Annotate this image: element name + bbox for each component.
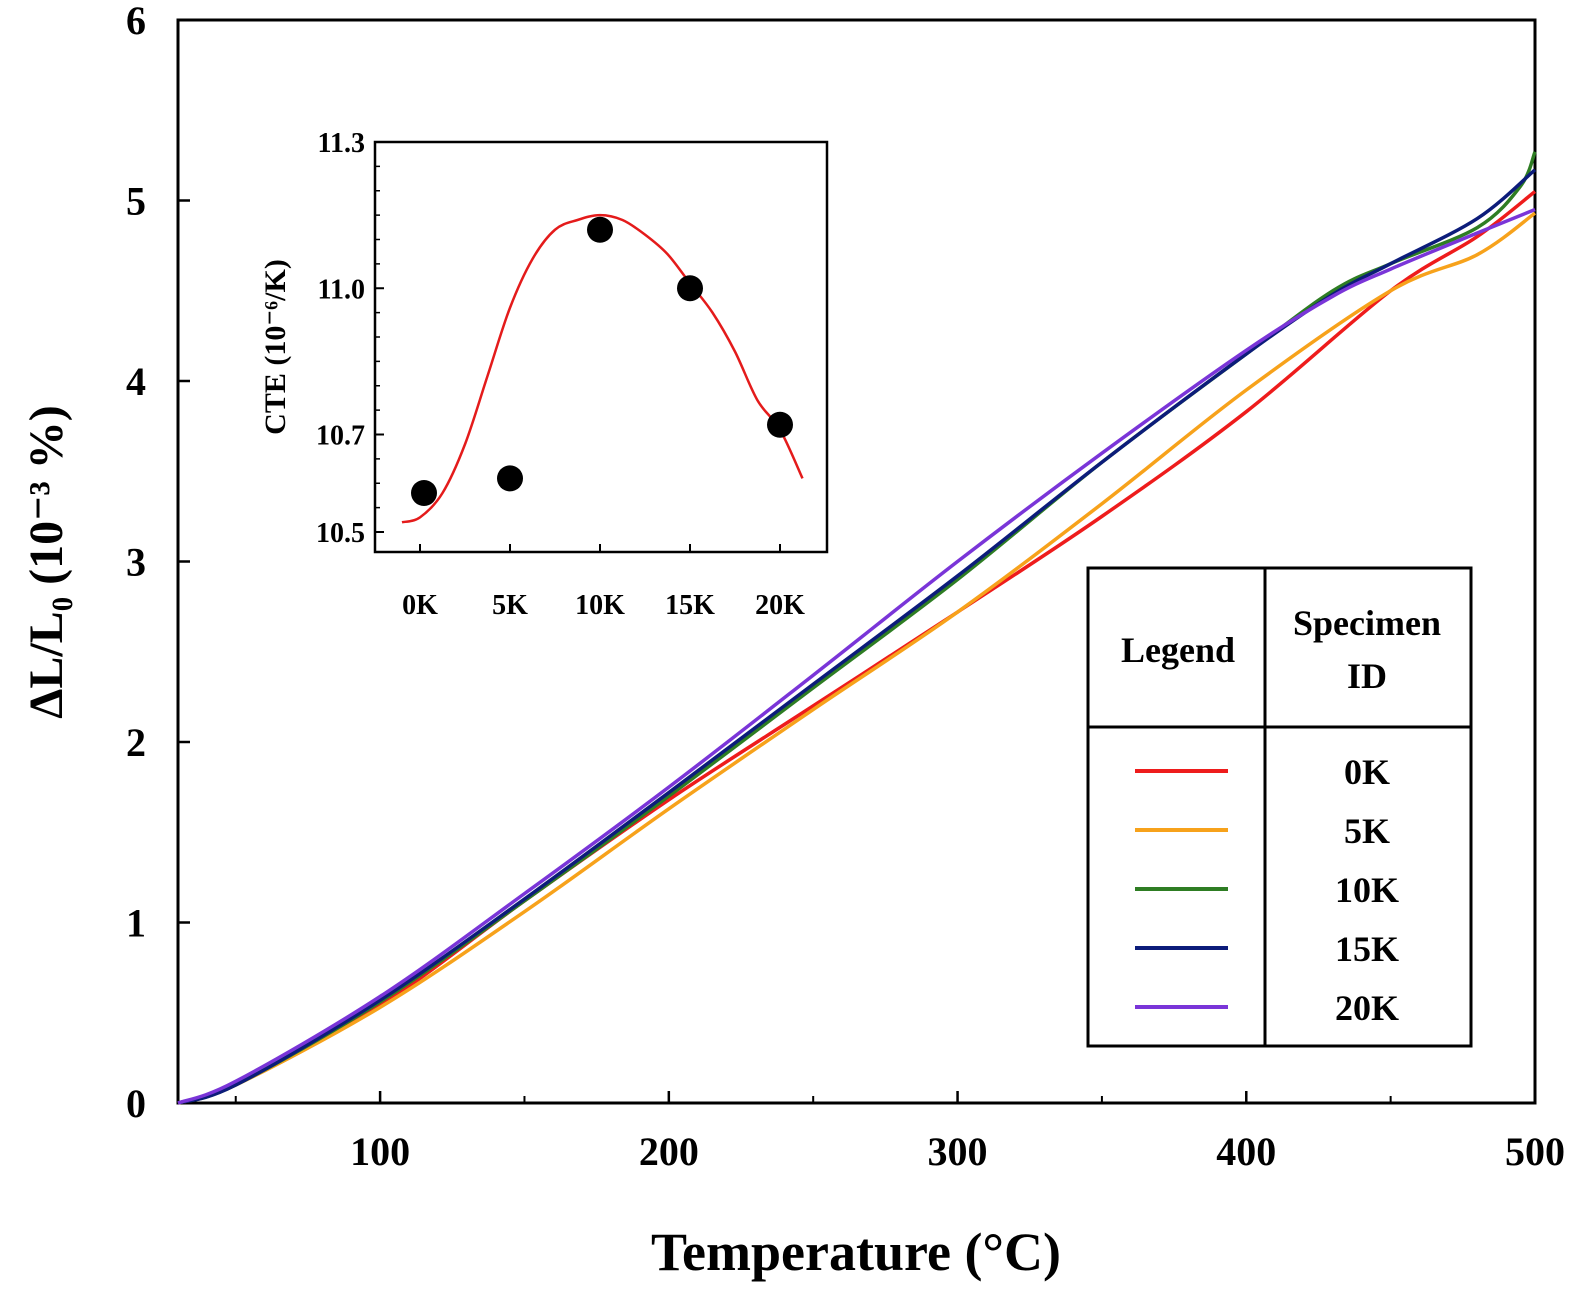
main-y-tick-label: 6 [126, 0, 146, 43]
main-y-tick-label: 2 [126, 720, 146, 765]
main-y-tick-label: 1 [126, 901, 146, 946]
main-x-tick-label: 400 [1216, 1129, 1276, 1174]
inset-point-5k [497, 465, 523, 492]
main-y-tick-label: 5 [126, 179, 146, 224]
inset-y-tick-label: 10.7 [316, 421, 365, 452]
legend-header-specimen: Specimen [1293, 603, 1441, 643]
inset-x-tick-label: 5K [492, 590, 528, 621]
main-y-tick-label: 3 [126, 540, 146, 585]
inset-axes: 10.5 10.7 11.0 11.3 0K 5K 10K 15K 20K [316, 128, 805, 621]
legend-rows: 0K 5K 10K 15K 20K [1135, 752, 1399, 1028]
main-axes: 100 200 300 400 500 0 1 2 3 4 5 6 [126, 0, 1565, 1174]
main-y-tick-label: 0 [126, 1081, 146, 1126]
inset-x-tick-label: 15K [665, 590, 715, 621]
legend-label-5k: 5K [1344, 811, 1390, 851]
inset-point-15k [677, 275, 703, 302]
inset-point-20k [767, 411, 793, 438]
inset-point-10k [587, 216, 613, 243]
series-line-5k [177, 211, 1537, 1105]
main-y-axis-title: ΔL/L₀ (10⁻³ %) [20, 405, 73, 719]
inset-points-group [411, 216, 793, 506]
main-series-group [177, 151, 1537, 1105]
legend-header-legend: Legend [1121, 630, 1235, 670]
inset-plot-frame [373, 140, 829, 554]
series-line-15k [177, 168, 1537, 1105]
main-x-axis-title: Temperature (°C) [651, 1222, 1061, 1282]
series-line-0k [177, 190, 1537, 1105]
legend-label-0k: 0K [1344, 752, 1390, 792]
inset-chart: 10.5 10.7 11.0 11.3 0K 5K 10K 15K 20K CTE (10⁻⁶/… [259, 128, 829, 621]
main-x-tick-label: 300 [928, 1129, 988, 1174]
legend-label-20k: 20K [1335, 988, 1399, 1028]
main-x-tick-label: 100 [350, 1129, 410, 1174]
legend-frame [1086, 566, 1473, 1048]
inset-x-tick-label: 0K [402, 590, 438, 621]
legend-label-15k: 15K [1335, 929, 1399, 969]
inset-fit-line [401, 213, 804, 524]
main-x-tick-label: 200 [639, 1129, 699, 1174]
inset-x-tick-label: 10K [575, 590, 625, 621]
inset-y-tick-label: 10.5 [316, 518, 365, 549]
inset-fit-group [401, 213, 804, 524]
legend-label-10k: 10K [1335, 870, 1399, 910]
inset-y-axis-title: CTE (10⁻⁶/K) [259, 259, 292, 435]
inset-y-tick-label: 11.3 [318, 128, 365, 159]
inset-y-tick-label: 11.0 [318, 274, 365, 305]
legend-table: Legend Specimen ID 0K 5K 10K 15K 20K [1086, 566, 1473, 1048]
series-line-20k [177, 207, 1536, 1105]
inset-point-0k [411, 480, 437, 506]
main-x-tick-label: 500 [1505, 1129, 1565, 1174]
main-y-tick-label: 4 [126, 359, 146, 404]
legend-header-id: ID [1347, 656, 1387, 696]
inset-x-tick-label: 20K [755, 590, 805, 621]
